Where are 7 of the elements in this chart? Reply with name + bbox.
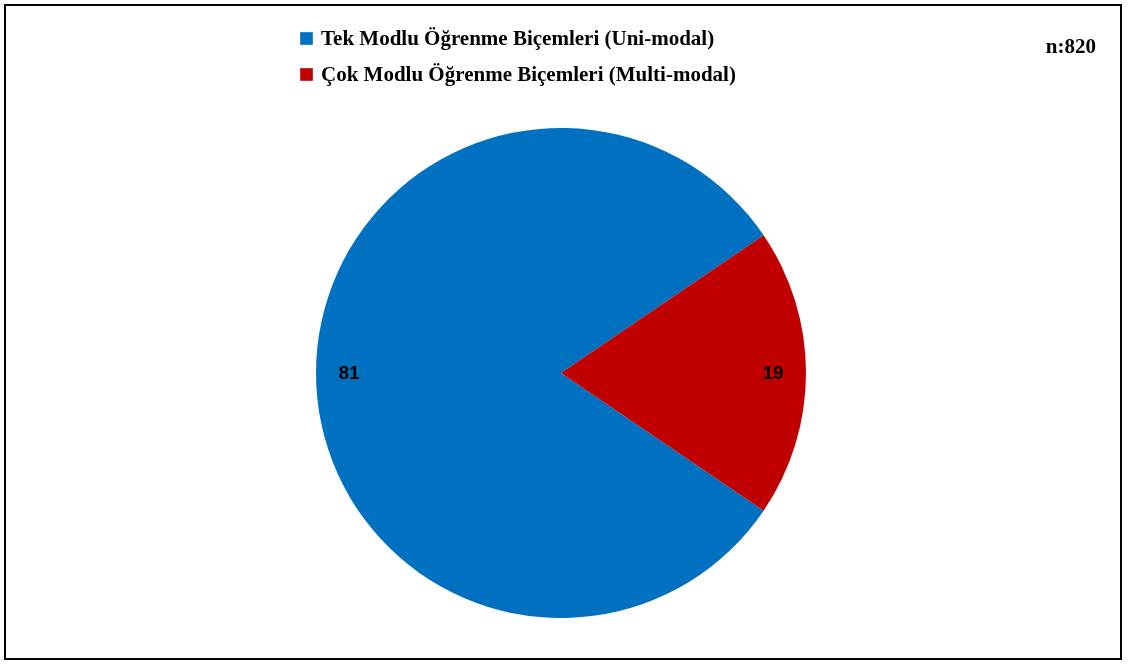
data-label: 19 — [762, 362, 784, 383]
pie-slice — [561, 235, 806, 511]
legend-label: Tek Modlu Öğrenme Biçemleri (Uni-modal) — [321, 25, 715, 50]
text: n:820 — [1045, 34, 1096, 59]
data-label: 81 — [338, 362, 360, 383]
legend-label: Çok Modlu Öğrenme Biçemleri (Multi-modal) — [321, 61, 736, 86]
pie-slice — [316, 128, 764, 618]
